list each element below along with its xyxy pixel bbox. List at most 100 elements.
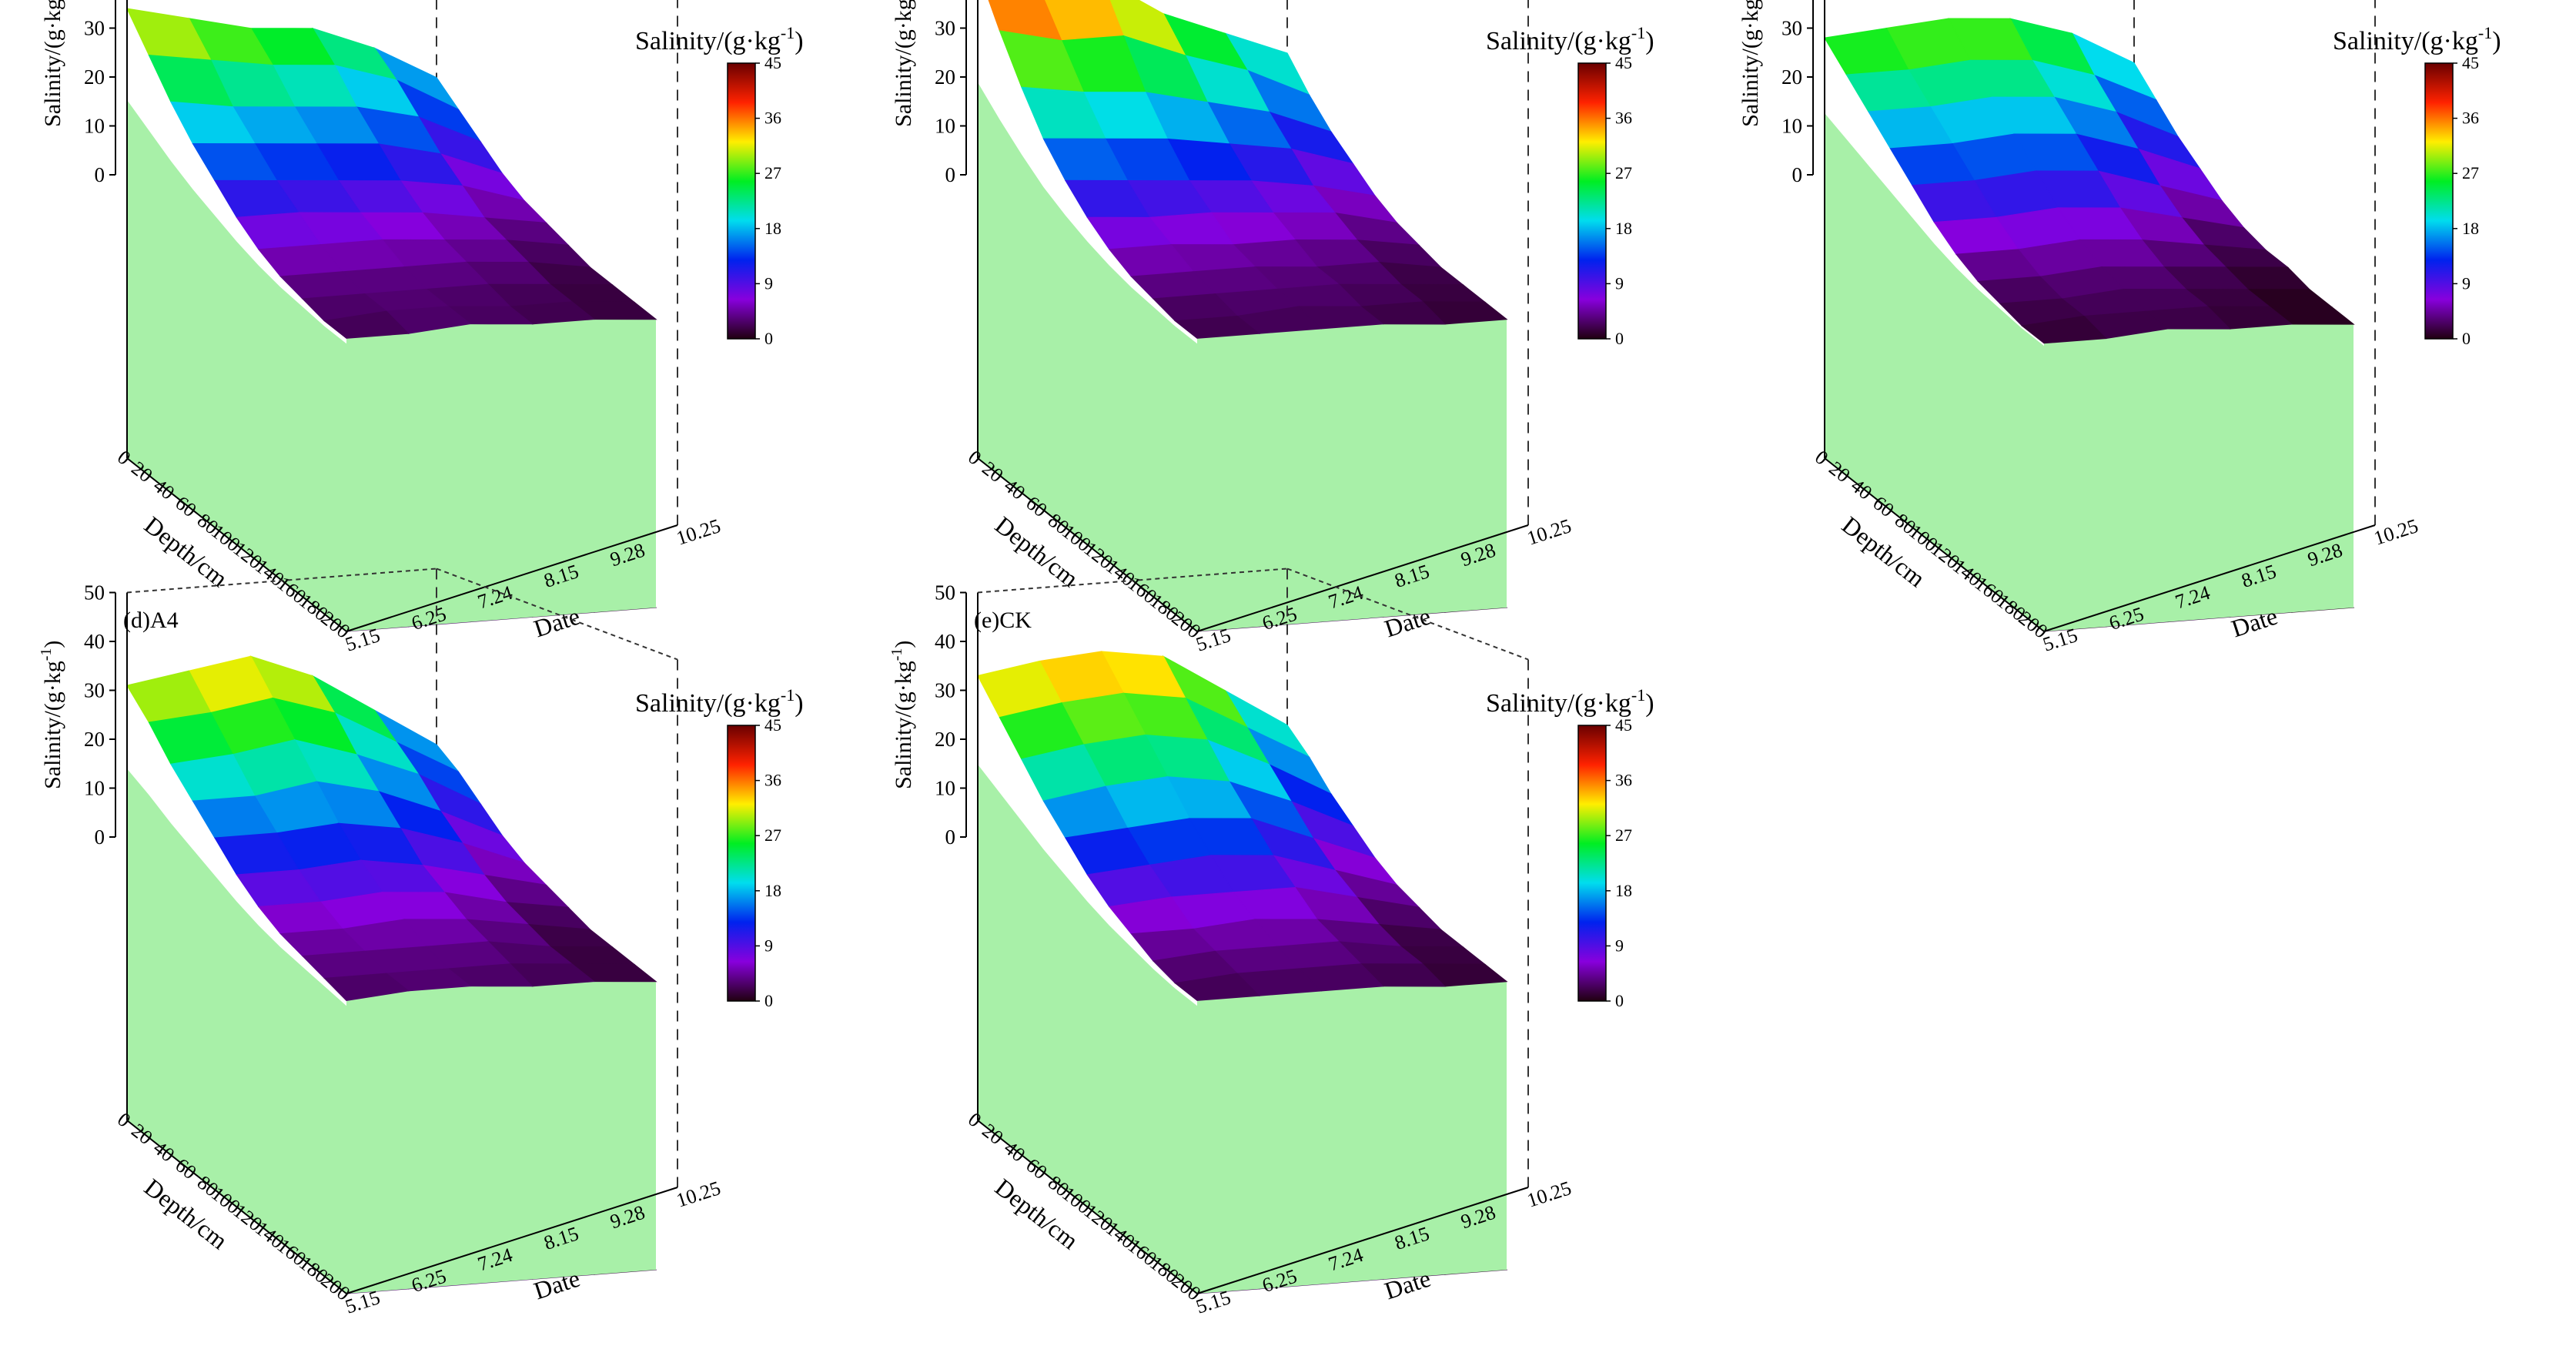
axes [115,0,678,632]
panel-a4: 01020304050Salinity/(g·kg-1)(d)A40204060… [38,568,804,1318]
box-edge-back-right [1286,568,1529,661]
z-tick-label: 30 [1781,17,1802,40]
colorbar-title: Salinity/(g·kg-1) [2333,23,2501,55]
axes [115,592,678,1294]
y-axis-line [1196,524,1529,632]
y-axis-line [1196,1187,1529,1294]
panel-title: (e)CK [974,608,1032,633]
z-tick-label: 10 [1781,115,1802,138]
surface [977,651,1508,1001]
wall-right [2044,323,2354,631]
z-tick-label: 0 [95,825,105,849]
box-edge-back-right [436,568,678,661]
wall-right [1197,981,1507,1294]
colorbar-bar [1577,725,1607,1002]
colorbar-tick-label: 36 [764,771,781,790]
colorbar-tick-label: 27 [2462,163,2479,182]
z-tick-label: 0 [945,825,956,849]
z-axis-label: Salinity/(g·kg-1) [38,0,65,127]
surface [126,655,657,1001]
colorbar-bar [2424,62,2454,340]
colorbar-tick-label: 45 [1615,715,1632,735]
z-tick-label: 40 [84,630,105,653]
colorbar-tick-label: 45 [1615,53,1632,72]
z-tick-label: 40 [935,630,955,653]
wall-right [346,981,656,1294]
colorbar-tick-label: 45 [2462,53,2479,72]
colorbar-bar [727,62,756,340]
colorbar-tick-label: 0 [1615,329,1624,348]
axes [1812,0,2376,632]
panel-title: (d)A4 [123,608,179,633]
date-tick-label: 10.25 [1524,514,1574,550]
colorbar-tick-label: 45 [764,53,781,72]
colorbar-tick-label: 18 [764,881,781,900]
surface-cell [323,310,410,339]
z-tick-label: 50 [935,581,955,604]
side-walls [127,99,656,632]
y-axis-line [2043,524,2376,632]
surface [1824,18,2355,344]
colorbar-tick-label: 36 [2462,109,2479,128]
z-axis-label: Salinity/(g·kg-1) [38,641,65,789]
date-tick-label: 10.25 [674,1177,724,1212]
colorbar-title: Salinity/(g·kg-1) [635,23,804,55]
colorbar-tick-label: 45 [764,715,781,735]
wall-front [978,82,1197,632]
side-walls [1825,112,2354,631]
x-axis-line [977,457,1198,632]
surface [988,0,1508,339]
colorbar-tick-label: 0 [764,991,773,1010]
colorbar-bar [1577,62,1607,340]
colorbar-tick-label: 9 [1615,936,1624,955]
colorbar-title: Salinity/(g·kg-1) [1486,685,1654,718]
colorbar-tick-label: 27 [1615,825,1632,845]
wall-front [127,99,346,632]
colorbar-tick-label: 0 [1615,991,1624,1010]
x-axis-line [977,1120,1198,1294]
z-tick-label: 10 [935,115,955,138]
panel-ck: 01020304050Salinity/(g·kg-1)(e)CK0204060… [888,568,1654,1318]
box-edge-back-left [126,568,437,594]
x-axis-line [126,1120,347,1294]
z-axis-label: Salinity/(g·kg-1) [1735,0,1763,127]
z-tick-label: 10 [935,777,955,800]
side-walls [127,768,656,1294]
colorbar-tick-label: 36 [1615,771,1632,790]
date-tick-label: 10.25 [674,514,724,550]
date-tick-label: 10.25 [2371,514,2421,550]
wall-front [978,764,1197,1294]
colorbar-tick-label: 18 [764,219,781,238]
z-tick-label: 20 [84,65,105,89]
z-tick-label: 20 [935,728,955,751]
panel-a2: 01020304050Salinity/(g·kg-1)(b)A20204060… [891,0,1654,656]
colorbar-tick-label: 0 [764,329,773,348]
colorbar-title: Salinity/(g·kg-1) [635,685,804,718]
colorbar-tick-label: 9 [764,273,773,293]
surface [125,8,657,339]
z-tick-label: 0 [1792,163,1803,186]
z-tick-label: 20 [84,728,105,751]
axes [965,0,1529,632]
z-tick-label: 30 [935,679,955,702]
z-tick-label: 30 [84,17,105,40]
wall-front [127,768,346,1294]
z-axis-label: Salinity/(g·kg-1) [888,641,916,789]
z-ticks: 0 10 20 30 40 50 [935,581,966,849]
x-axis-line [126,457,347,632]
colorbar-tick-label: 9 [764,936,773,955]
colorbar-bar [727,725,756,1002]
z-tick-label: 10 [84,777,105,800]
panel-a3: 01020304050Salinity/(g·kg-1)(c)A30204060… [1738,0,2501,656]
wall-right [346,319,656,631]
colorbar-tick-label: 27 [764,163,781,182]
